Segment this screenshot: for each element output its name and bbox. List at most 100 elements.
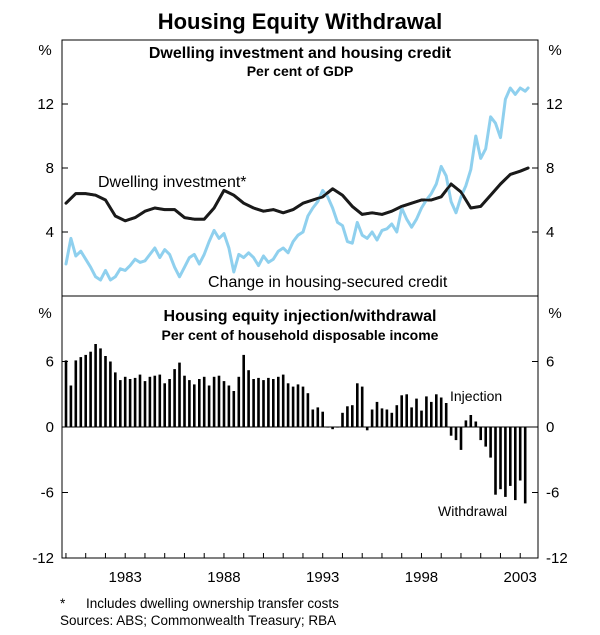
equity-bar <box>514 427 517 501</box>
equity-bar <box>311 409 315 427</box>
panel1-ytick-label-right: 8 <box>546 160 554 177</box>
equity-bar <box>158 374 162 427</box>
panel2-ytick-label-left: -6 <box>41 485 54 502</box>
equity-bar <box>242 354 245 427</box>
equity-bar <box>523 427 527 504</box>
equity-bar <box>499 427 502 490</box>
panel2-ytick-label-right: -12 <box>546 550 568 567</box>
equity-bar <box>207 385 211 427</box>
panel1-ylabel-left: % <box>38 42 51 59</box>
equity-bar <box>356 383 359 427</box>
credit-label: Change in housing-secured credit <box>208 274 448 291</box>
equity-bar <box>267 377 270 427</box>
equity-bar <box>306 393 310 427</box>
equity-bar <box>494 427 497 495</box>
equity-bar <box>119 380 122 427</box>
equity-bar <box>163 383 166 427</box>
equity-bar <box>454 427 458 441</box>
equity-bar <box>227 385 231 427</box>
panel1-ylabel-right: % <box>548 42 561 59</box>
equity-bar <box>420 410 423 427</box>
equity-bar <box>277 376 280 427</box>
equity-bar <box>133 377 137 427</box>
equity-bar <box>316 407 320 427</box>
equity-bar <box>321 411 324 427</box>
panel2-ytick-label-right: 0 <box>546 419 554 436</box>
injection-label: Injection <box>450 388 502 404</box>
equity-bar <box>449 427 453 436</box>
panel2-ylabel-right: % <box>548 305 561 322</box>
equity-bar <box>331 427 334 430</box>
panel1-ytick-label-left: 12 <box>37 96 54 113</box>
equity-bar <box>168 379 171 427</box>
equity-bar <box>143 381 147 427</box>
equity-bar <box>99 348 102 427</box>
xtick-label: 1993 <box>306 569 339 586</box>
equity-bar <box>380 408 384 427</box>
equity-bar <box>257 377 260 427</box>
xtick-label: 2003 <box>504 569 537 586</box>
equity-bar <box>425 396 428 427</box>
equity-bar <box>247 370 250 427</box>
footnote-asterisk: * Includes dwelling ownership transfer co… <box>60 596 339 611</box>
equity-bar <box>410 407 413 427</box>
equity-bar <box>395 405 399 427</box>
equity-bar <box>464 420 468 427</box>
equity-bar <box>415 398 418 427</box>
equity-bar <box>459 427 463 450</box>
equity-bar <box>109 361 112 427</box>
panel2-subtitle: Per cent of household disposable income <box>162 327 439 343</box>
panel2-ytick-label-left: 6 <box>46 354 54 371</box>
equity-bar <box>193 384 196 427</box>
panel2-ylabel-left: % <box>38 305 51 322</box>
dwelling-investment-label: Dwelling investment* <box>98 174 247 191</box>
equity-bar <box>64 360 68 427</box>
equity-bar <box>469 415 473 427</box>
equity-bar <box>291 386 295 427</box>
equity-bar <box>188 380 191 427</box>
equity-bar <box>351 405 354 427</box>
equity-bar <box>281 374 285 427</box>
xtick-label: 1983 <box>109 569 142 586</box>
equity-bar <box>138 374 142 427</box>
equity-bar <box>74 360 78 427</box>
equity-bar <box>84 354 87 427</box>
equity-bar <box>336 427 339 428</box>
equity-bar <box>435 394 438 428</box>
equity-bar <box>198 379 201 427</box>
equity-bar <box>301 386 305 427</box>
equity-bar <box>484 427 487 447</box>
equity-bar <box>400 395 403 427</box>
equity-bar <box>341 412 344 427</box>
equity-bar <box>504 427 507 497</box>
panel2-ytick-label-right: 6 <box>546 354 554 371</box>
equity-bar <box>370 409 374 427</box>
panel1-title: Dwelling investment and housing credit <box>149 45 452 62</box>
equity-bar <box>237 376 241 427</box>
panel1-subtitle: Per cent of GDP <box>247 63 354 79</box>
panel1-ytick-label-right: 4 <box>546 224 554 241</box>
panel2-ytick-label-left: -12 <box>32 550 54 567</box>
chart-title: Housing Equity Withdrawal <box>158 9 443 34</box>
panel2-ytick-label-right: -6 <box>546 485 559 502</box>
equity-bar <box>178 362 181 427</box>
equity-bar <box>479 427 482 441</box>
equity-bar <box>173 369 176 427</box>
equity-bar <box>183 375 186 427</box>
equity-bar <box>509 427 512 486</box>
equity-bar <box>296 384 300 427</box>
equity-bar <box>430 401 433 427</box>
equity-bar <box>390 412 394 427</box>
equity-bar <box>360 386 364 427</box>
equity-bar <box>69 385 73 427</box>
equity-bar <box>375 401 379 427</box>
equity-bar <box>222 381 226 427</box>
equity-bar <box>89 351 92 427</box>
withdrawal-label: Withdrawal <box>438 503 507 519</box>
equity-bar <box>212 376 216 427</box>
equity-bar <box>262 380 265 427</box>
equity-bar <box>405 394 408 428</box>
housing-credit-line <box>64 86 530 282</box>
equity-bar <box>474 421 478 427</box>
